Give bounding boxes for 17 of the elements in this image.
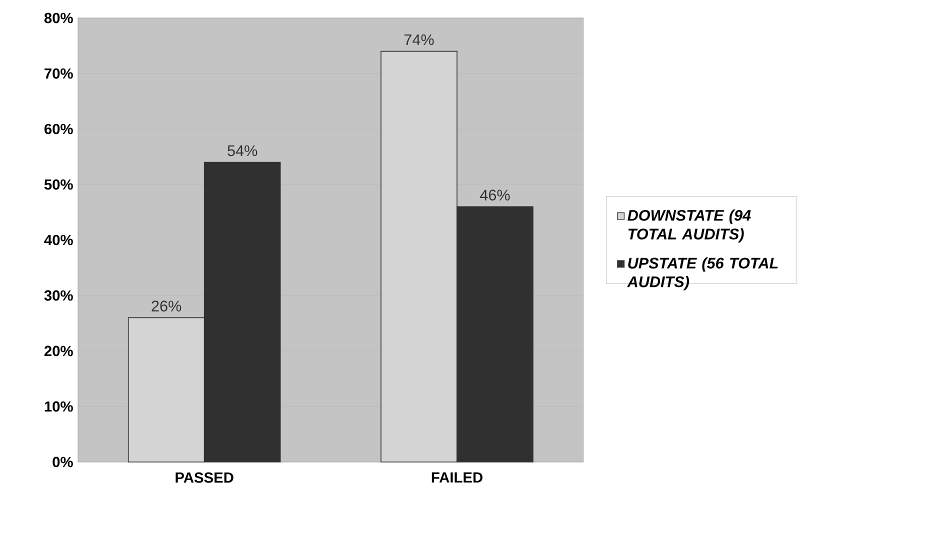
y-tick-label: 40% xyxy=(44,234,73,246)
data-label: 74% xyxy=(404,34,434,46)
y-tick-label: 0% xyxy=(52,456,73,468)
y-tick-label: 80% xyxy=(44,12,73,24)
y-tick-label: 50% xyxy=(44,179,73,190)
y-tick-label: 20% xyxy=(44,346,73,356)
y-tick-label: 30% xyxy=(44,290,73,301)
x-tick-label: PASSED xyxy=(176,472,234,483)
y-tick-label: 10% xyxy=(44,401,73,412)
legend-label: DOWNSTATE (94 TOTAL AUDITS) xyxy=(628,210,751,243)
y-tick-label: 70% xyxy=(44,68,73,79)
data-label: 46% xyxy=(480,190,510,201)
y-tick-label: 60% xyxy=(44,124,73,134)
data-label: 54% xyxy=(228,145,258,156)
legend-label: UPSTATE (56 TOTAL AUDITS) xyxy=(626,257,778,290)
x-tick-label: FAILED xyxy=(432,472,482,482)
data-label: 26% xyxy=(152,300,182,312)
